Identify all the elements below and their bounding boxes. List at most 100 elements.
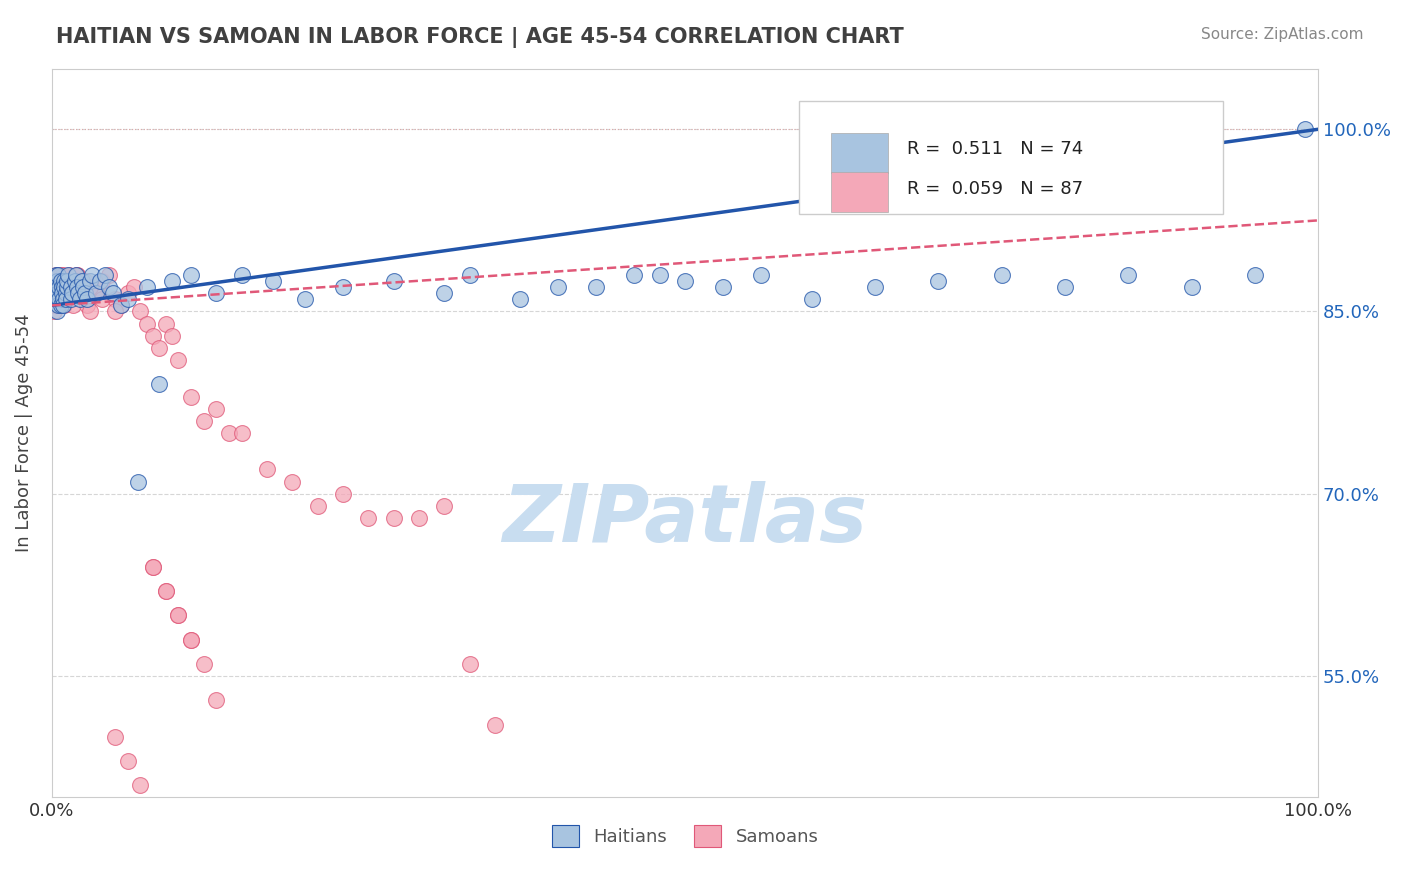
Point [51,280,73,294]
Point [56,280,79,294]
Point [433,499,456,513]
Point [45,304,67,318]
Point [49,274,72,288]
Point [142,559,165,574]
Point [142,328,165,343]
Point [44,293,66,307]
Point [69,293,91,307]
Point [484,717,506,731]
Point [180,268,202,282]
Point [49,274,72,288]
Point [863,280,886,294]
Point [48,293,70,307]
Point [382,274,405,288]
Point [117,286,139,301]
Point [86,280,108,294]
Point [91,274,114,288]
Text: ZIPatlas: ZIPatlas [502,482,868,559]
Point [1243,268,1265,282]
Point [104,304,127,318]
Point [45,268,67,282]
Point [129,304,152,318]
Point [97,280,120,294]
Point [104,293,127,307]
Point [433,286,456,301]
Point [307,499,329,513]
Point [44,280,66,294]
Point [60,280,83,294]
Point [46,274,69,288]
Point [89,274,111,288]
Point [84,286,107,301]
Point [52,268,75,282]
Point [110,298,132,312]
Point [458,657,481,671]
Point [45,268,67,282]
Point [167,608,190,623]
Point [45,298,67,312]
Point [45,293,67,307]
Point [180,390,202,404]
Point [509,293,531,307]
Point [53,280,76,294]
Point [55,293,77,307]
Point [72,280,94,294]
Point [332,280,354,294]
Point [127,475,149,489]
Text: Source: ZipAtlas.com: Source: ZipAtlas.com [1201,27,1364,42]
Point [193,657,215,671]
Point [49,298,72,312]
Point [167,608,190,623]
Point [59,286,82,301]
Point [749,268,772,282]
Point [53,298,76,312]
Point [79,274,101,288]
Point [231,268,253,282]
Point [76,293,98,307]
Point [104,730,127,744]
Point [231,425,253,440]
Point [62,298,84,312]
Point [94,268,117,282]
Point [180,632,202,647]
Point [97,268,120,282]
Point [205,286,228,301]
Point [262,274,284,288]
Point [205,693,228,707]
Point [205,401,228,416]
Point [70,280,93,294]
Text: HAITIAN VS SAMOAN IN LABOR FORCE | AGE 45-54 CORRELATION CHART: HAITIAN VS SAMOAN IN LABOR FORCE | AGE 4… [56,27,904,48]
Point [148,341,170,355]
Point [66,280,89,294]
Point [58,268,80,282]
Point [648,268,671,282]
Point [46,286,69,301]
Point [623,268,645,282]
Point [256,462,278,476]
FancyBboxPatch shape [831,172,887,212]
Point [458,268,481,282]
Point [155,317,177,331]
Point [56,280,79,294]
Point [332,487,354,501]
Point [70,274,93,288]
Point [155,583,177,598]
Point [65,268,87,282]
Point [83,286,105,301]
Point [48,280,70,294]
Point [117,754,139,768]
Point [52,298,75,312]
Point [58,274,80,288]
Point [42,298,65,312]
Point [46,268,69,282]
Point [56,274,79,288]
Point [52,293,75,307]
Point [673,274,696,288]
Point [135,280,157,294]
Point [73,274,96,288]
Point [59,280,82,294]
Text: R =  0.511   N = 74: R = 0.511 N = 74 [907,140,1083,158]
Point [547,280,569,294]
Point [167,353,190,368]
Point [44,304,66,318]
